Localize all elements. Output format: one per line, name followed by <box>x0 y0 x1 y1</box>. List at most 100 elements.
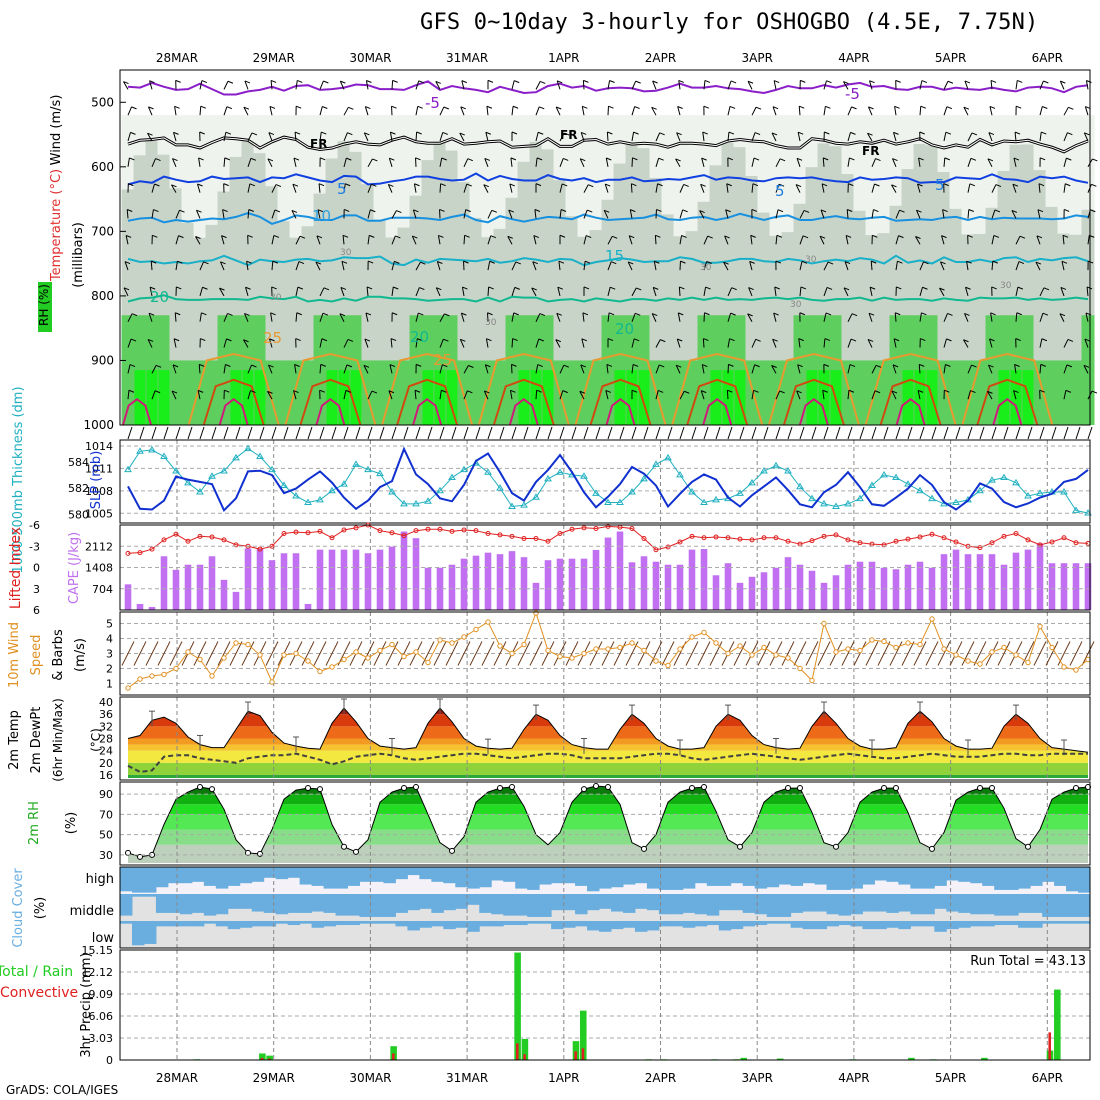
surface-tick <box>547 426 553 440</box>
wind-barb <box>581 338 585 348</box>
wind-barb <box>200 338 206 342</box>
cloud-middle-bar <box>407 894 420 911</box>
cloud-middle-bar <box>575 894 588 915</box>
wind-barb <box>699 210 705 219</box>
wind-barb <box>967 390 971 400</box>
wind-barb <box>269 338 273 348</box>
wind-barb <box>513 80 520 84</box>
surface-tick <box>799 426 805 440</box>
wind-barb <box>319 338 323 348</box>
cape-bar <box>796 564 804 610</box>
wind-barb <box>123 287 130 291</box>
lifted-index-marker <box>977 545 983 551</box>
wind-barb <box>1012 184 1017 193</box>
temperature-tick-label: 16 <box>99 769 113 782</box>
surface-wind-barb <box>781 641 795 666</box>
thickness-marker <box>592 489 600 496</box>
contour-label: FR <box>560 128 577 142</box>
wind-barb <box>755 338 761 342</box>
lifted-index-marker <box>125 550 131 556</box>
cloud-low-bar <box>1030 921 1043 928</box>
rh-shading <box>710 370 723 425</box>
wind-barb <box>944 157 950 161</box>
wind-barb <box>730 80 737 84</box>
wind-speed-marker <box>293 650 299 657</box>
wind-barb <box>604 209 610 213</box>
warm-contour <box>671 352 764 426</box>
cloud-low-bar <box>455 921 468 928</box>
wind-barb <box>223 157 226 167</box>
wind-barb <box>323 287 330 291</box>
cloud-middle-bar <box>155 894 169 913</box>
wind-speed-marker <box>629 640 635 646</box>
thickness-marker <box>364 465 372 473</box>
wind-barb <box>752 183 759 187</box>
thickness-marker <box>808 494 816 502</box>
wind-barb <box>508 209 513 219</box>
wind-barb <box>198 157 201 167</box>
wind-barb <box>364 106 369 116</box>
surface-tick <box>991 426 997 440</box>
lifted-index-tick-label: -6 <box>29 519 40 532</box>
lifted-index-marker <box>713 534 719 540</box>
wind-barb <box>558 260 565 264</box>
wind-barb <box>389 157 395 161</box>
wind-barb <box>943 157 946 167</box>
wind-barb <box>681 234 687 238</box>
wind-barb <box>990 79 997 83</box>
wind-barb <box>294 131 297 142</box>
wind-barb <box>559 183 563 193</box>
wind-barb <box>1067 338 1074 342</box>
cloud-middle-bar <box>802 894 816 912</box>
wind-barb <box>1012 183 1019 187</box>
wind-barb <box>1059 80 1065 90</box>
date-tick-label: 2APR <box>645 1071 676 1085</box>
wind-barb <box>321 338 328 342</box>
wind-barb <box>966 261 969 271</box>
cape-bar <box>988 554 996 610</box>
contour-label: -5 <box>845 85 860 103</box>
cloud-low-bar <box>395 921 408 927</box>
wind-barb <box>632 157 638 161</box>
wind-barb <box>943 364 946 374</box>
thickness-tick-label: 582 <box>68 482 89 495</box>
wind-barb <box>990 80 993 90</box>
surface-wind-barb <box>205 641 219 666</box>
wind-barb <box>222 209 225 219</box>
surface-tick <box>415 426 421 440</box>
wind-barb <box>539 313 545 317</box>
wind-speed-marker <box>437 637 443 643</box>
wind-speed-marker <box>197 656 203 663</box>
cloud-high-bar <box>838 867 851 890</box>
wind-barb <box>467 158 473 162</box>
wind-barb <box>556 313 561 322</box>
cape-bar <box>604 537 612 610</box>
wind-barb <box>415 261 421 271</box>
wind-barb <box>771 365 777 374</box>
cloud-middle-bar <box>1078 894 1091 917</box>
wind-barb <box>605 390 609 400</box>
wind-speed-marker <box>365 655 371 661</box>
wind-speed-marker <box>137 676 143 682</box>
wind-barb <box>874 390 881 394</box>
cape-tick-label: 2112 <box>85 540 113 553</box>
cloud-middle-bar <box>862 894 875 912</box>
wind-barb <box>415 312 419 322</box>
wind-barb <box>487 286 490 296</box>
wind-barb <box>823 287 828 297</box>
lifted-index-marker <box>677 539 683 545</box>
rh-shading <box>277 360 291 425</box>
wind-barb <box>507 235 513 239</box>
thickness-marker <box>280 481 288 488</box>
cloud-high-bar <box>862 867 875 885</box>
wind-barb <box>388 390 393 400</box>
rh-shading <box>985 315 999 425</box>
cloud-low-bar <box>323 921 337 927</box>
wind-barb <box>821 183 828 187</box>
wind-barb <box>319 287 325 297</box>
wind-barb <box>244 80 251 84</box>
cloud-high-bar <box>275 867 289 880</box>
cloud-middle-bar <box>814 894 828 912</box>
wind-barb <box>869 80 875 84</box>
cape-bar <box>976 554 984 610</box>
